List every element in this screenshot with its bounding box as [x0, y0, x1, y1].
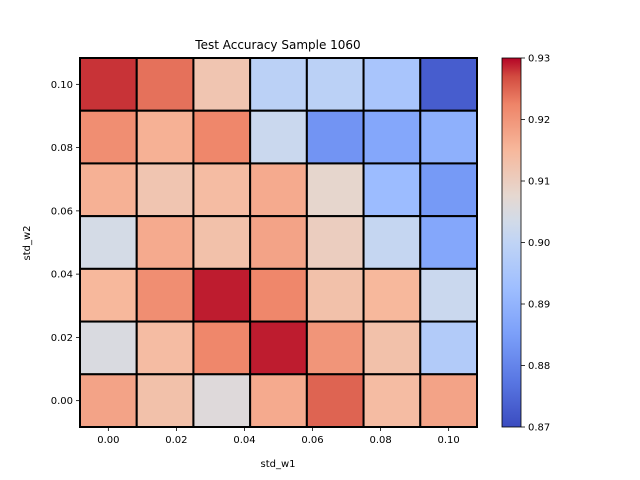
heatmap-cell [305, 320, 365, 376]
heatmap-cell [419, 267, 478, 323]
heatmap-cell [79, 57, 138, 112]
x-tick-label: 0.08 [369, 435, 391, 446]
heatmap-cell [305, 267, 365, 323]
heatmap-cell [135, 57, 195, 112]
y-axis: 0.00 0.02 0.04 0.06 0.08 0.10 [51, 80, 80, 407]
heatmap-cell [192, 320, 252, 376]
heatmap-cell [249, 109, 308, 165]
heatmap-cells [79, 57, 478, 428]
heatmap-cell [419, 320, 478, 376]
heatmap-cell [249, 373, 308, 428]
heatmap-cell [79, 215, 138, 270]
heatmap-cell [135, 320, 195, 376]
y-tick-label: 0.06 [51, 206, 73, 217]
x-tick-label: 0.04 [233, 435, 255, 446]
heatmap-cell [249, 162, 308, 218]
colorbar-tick-label: 0.88 [528, 361, 550, 372]
heatmap-cell [362, 373, 422, 428]
heatmap-cell [419, 373, 478, 428]
heatmap-cell [79, 373, 138, 428]
y-tick-label: 0.02 [51, 333, 73, 344]
colorbar-tick-label: 0.92 [528, 115, 550, 126]
y-axis-label: std_w2 [22, 225, 33, 260]
heatmap-cell [135, 373, 195, 428]
x-tick-label: 0.00 [97, 435, 119, 446]
heatmap-cell [79, 109, 138, 165]
heatmap-cell [362, 57, 422, 112]
heatmap-cell [192, 162, 252, 218]
heatmap-cell [192, 267, 252, 323]
heatmap-cell [79, 320, 138, 376]
heatmap-cell [192, 215, 252, 270]
x-tick-label: 0.02 [165, 435, 187, 446]
x-axis-label: std_w1 [260, 459, 295, 470]
heatmap-cell [135, 162, 195, 218]
colorbar [501, 57, 522, 428]
heatmap-cell [135, 109, 195, 165]
heatmap-cell [362, 320, 422, 376]
heatmap-cell [249, 267, 308, 323]
x-axis: 0.00 0.02 0.04 0.06 0.08 0.10 [97, 427, 460, 446]
colorbar-ticks: 0.87 0.88 0.89 0.90 0.91 0.92 0.93 [521, 54, 550, 434]
heatmap-cell [135, 215, 195, 270]
heatmap-cell [362, 267, 422, 323]
heatmap-cell [362, 109, 422, 165]
chart-title: Test Accuracy Sample 1060 [194, 38, 360, 52]
heatmap-cell [305, 162, 365, 218]
heatmap-cell [362, 162, 422, 218]
heatmap-cell [249, 320, 308, 376]
heatmap-cell [192, 57, 252, 112]
heatmap-cell [362, 215, 422, 270]
heatmap-cell [419, 57, 478, 112]
heatmap-cell [419, 162, 478, 218]
heatmap-cell [305, 373, 365, 428]
x-tick-label: 0.06 [301, 435, 323, 446]
heatmap-cell [249, 57, 308, 112]
colorbar-tick-label: 0.89 [528, 300, 550, 311]
heatmap-cell [419, 109, 478, 165]
heatmap-cell [79, 267, 138, 323]
y-tick-label: 0.04 [51, 270, 73, 281]
y-tick-label: 0.00 [51, 396, 73, 407]
heatmap-cell [192, 109, 252, 165]
heatmap-cell [192, 373, 252, 428]
heatmap-cell [135, 267, 195, 323]
heatmap-cell [305, 57, 365, 112]
colorbar-tick-label: 0.93 [528, 54, 550, 65]
y-tick-label: 0.10 [51, 80, 73, 91]
heatmap-cell [79, 162, 138, 218]
y-tick-label: 0.08 [51, 143, 73, 154]
x-tick-label: 0.10 [438, 435, 460, 446]
heatmap-cell [305, 215, 365, 270]
colorbar-tick-label: 0.90 [528, 238, 550, 249]
colorbar-tick-label: 0.91 [528, 177, 550, 188]
colorbar-tick-label: 0.87 [528, 423, 550, 434]
heatmap-cell [419, 215, 478, 270]
heatmap-cell [305, 109, 365, 165]
heatmap-cell [249, 215, 308, 270]
plot-frame [79, 57, 478, 428]
